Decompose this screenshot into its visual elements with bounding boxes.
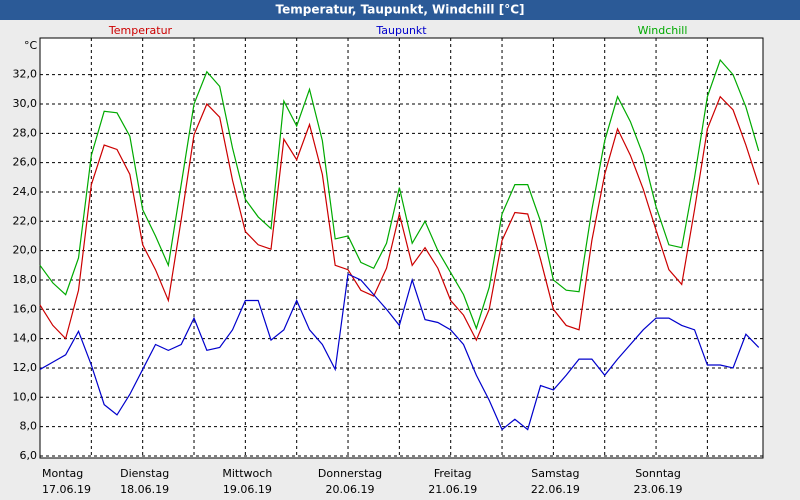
x-tick-label: Mittwoch	[222, 467, 272, 480]
x-tick-date: 19.06.19	[223, 483, 272, 496]
y-tick-label: 12,0	[13, 361, 38, 374]
line-series	[39, 95, 760, 342]
y-tick-label: 10,0	[13, 390, 38, 403]
x-tick-date: 17.06.19	[42, 483, 91, 496]
x-tick-date: 18.06.19	[120, 483, 169, 496]
plot-area	[39, 37, 764, 459]
x-tick-date: 21.06.19	[428, 483, 477, 496]
legend-label: Temperatur	[108, 24, 173, 37]
x-tick-date: 23.06.19	[634, 483, 683, 496]
y-tick-label: 18,0	[13, 273, 38, 286]
x-tick-label: Montag	[42, 467, 83, 480]
x-tick-label: Freitag	[434, 467, 472, 480]
y-tick-label: 32,0	[13, 68, 38, 81]
title-bar	[0, 0, 800, 20]
y-unit: °C	[24, 39, 38, 52]
x-tick-date: 22.06.19	[531, 483, 580, 496]
legend-label: Windchill	[638, 24, 688, 37]
x-tick-label: Dienstag	[120, 467, 169, 480]
y-tick-label: 26,0	[13, 156, 38, 169]
y-tick-label: 14,0	[13, 332, 38, 345]
y-tick-label: 22,0	[13, 214, 38, 227]
y-tick-label: 28,0	[13, 126, 38, 139]
y-tick-label: 24,0	[13, 185, 38, 198]
line-series	[39, 58, 760, 331]
x-tick-date: 20.06.19	[326, 483, 375, 496]
x-tick-label: Sonntag	[635, 467, 681, 480]
chart-title: Temperatur, Taupunkt, Windchill [°C]	[276, 3, 525, 17]
y-tick-label: 20,0	[13, 244, 38, 257]
y-tick-label: 30,0	[13, 97, 38, 110]
y-tick-label: 8,0	[20, 420, 38, 433]
x-tick-label: Samstag	[531, 467, 579, 480]
x-tick-label: Donnerstag	[318, 467, 382, 480]
legend-label: Taupunkt	[375, 24, 427, 37]
line-series	[39, 273, 760, 431]
y-tick-label: 16,0	[13, 302, 38, 315]
y-tick-label: 6,0	[20, 449, 38, 462]
